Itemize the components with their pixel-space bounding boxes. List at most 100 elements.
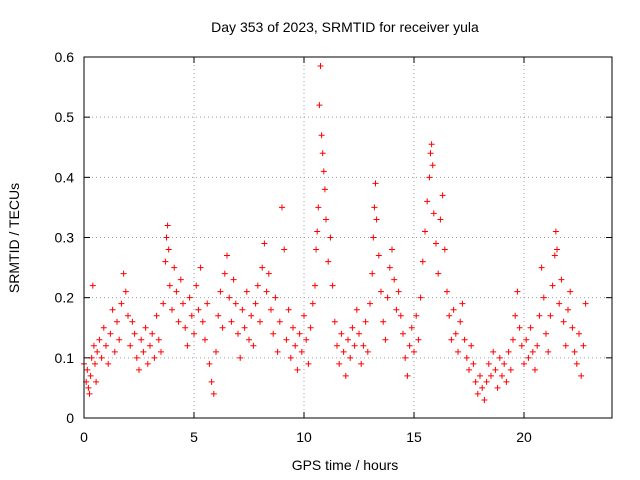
data-point	[195, 306, 202, 313]
data-point	[419, 258, 426, 265]
data-point	[552, 228, 559, 235]
x-tick-label: 10	[296, 429, 312, 445]
data-point	[171, 264, 178, 271]
data-point	[450, 306, 457, 313]
x-tick-label: 5	[190, 429, 198, 445]
data-point	[582, 300, 589, 307]
data-point	[370, 234, 377, 241]
data-point	[228, 318, 235, 325]
data-point	[347, 354, 354, 361]
data-point	[481, 396, 488, 403]
data-point	[393, 306, 400, 313]
data-point	[248, 312, 255, 319]
data-point	[479, 384, 486, 391]
data-point	[186, 294, 193, 301]
data-point	[342, 372, 349, 379]
data-point	[93, 378, 100, 385]
data-point	[259, 264, 266, 271]
data-point	[556, 300, 563, 307]
data-point	[415, 336, 422, 343]
data-point	[576, 330, 582, 337]
data-point	[105, 360, 112, 367]
data-point	[305, 360, 312, 367]
data-point	[327, 234, 334, 241]
data-point	[221, 270, 228, 277]
data-point	[321, 186, 328, 193]
data-point	[340, 348, 347, 355]
data-point	[488, 372, 494, 379]
data-point	[219, 324, 226, 331]
data-point	[441, 246, 448, 253]
data-point	[514, 288, 521, 295]
data-point	[433, 240, 439, 247]
data-point	[424, 198, 431, 205]
data-point	[147, 342, 153, 349]
chart-title: Day 353 of 2023, SRMTID for receiver yul…	[211, 19, 479, 35]
data-point	[543, 330, 549, 337]
data-point	[314, 228, 321, 235]
data-point	[325, 258, 332, 265]
data-point	[523, 336, 530, 343]
data-point	[521, 360, 527, 367]
data-point	[84, 366, 91, 373]
data-point	[239, 306, 246, 313]
data-point	[532, 366, 538, 373]
data-point	[386, 264, 393, 271]
data-point	[547, 312, 554, 319]
data-point	[437, 216, 444, 223]
data-point	[426, 174, 433, 181]
data-point	[551, 252, 558, 259]
data-point	[160, 300, 167, 307]
data-point	[307, 324, 314, 331]
data-point	[163, 234, 170, 241]
data-point	[371, 204, 378, 211]
data-point	[578, 372, 585, 379]
data-point	[362, 318, 369, 325]
data-point	[512, 312, 519, 319]
data-point	[232, 300, 239, 307]
data-point	[162, 258, 169, 265]
data-point	[215, 312, 222, 319]
data-point	[272, 294, 279, 301]
data-point	[573, 360, 580, 367]
y-tick-label: 0.5	[55, 109, 75, 125]
data-point	[378, 288, 384, 295]
data-point	[175, 318, 182, 325]
data-point	[230, 276, 237, 283]
data-point	[241, 324, 248, 331]
data-point	[111, 348, 118, 355]
data-point	[90, 342, 97, 349]
data-point	[301, 312, 307, 319]
data-point	[210, 390, 217, 397]
axis-ticks: 0 0.1 0.2 0.3 0.4 0.5 0.6 0 5 10 15 20	[55, 49, 612, 445]
data-point	[562, 342, 569, 349]
data-point	[114, 318, 120, 325]
data-point	[292, 342, 299, 349]
data-point	[422, 228, 428, 235]
data-point	[85, 384, 92, 391]
data-point	[197, 264, 204, 271]
data-point	[252, 300, 259, 307]
data-point	[235, 330, 241, 337]
data-point	[294, 366, 301, 373]
data-point	[470, 360, 477, 367]
y-axis-label: SRMTID / TECUs	[6, 183, 22, 293]
data-point	[180, 300, 186, 307]
data-point	[92, 360, 98, 367]
data-point	[516, 324, 523, 331]
data-point	[202, 336, 208, 343]
data-point	[142, 324, 149, 331]
data-point	[461, 336, 468, 343]
data-point	[510, 336, 516, 343]
data-point	[153, 312, 160, 319]
data-point	[331, 318, 338, 325]
data-point	[369, 270, 376, 277]
data-point	[213, 348, 219, 355]
data-point	[246, 336, 252, 343]
grid-lines	[84, 57, 612, 418]
data-point	[98, 354, 105, 361]
data-point	[250, 342, 257, 349]
data-point	[188, 312, 195, 319]
data-point	[265, 270, 272, 277]
data-point	[334, 342, 340, 349]
